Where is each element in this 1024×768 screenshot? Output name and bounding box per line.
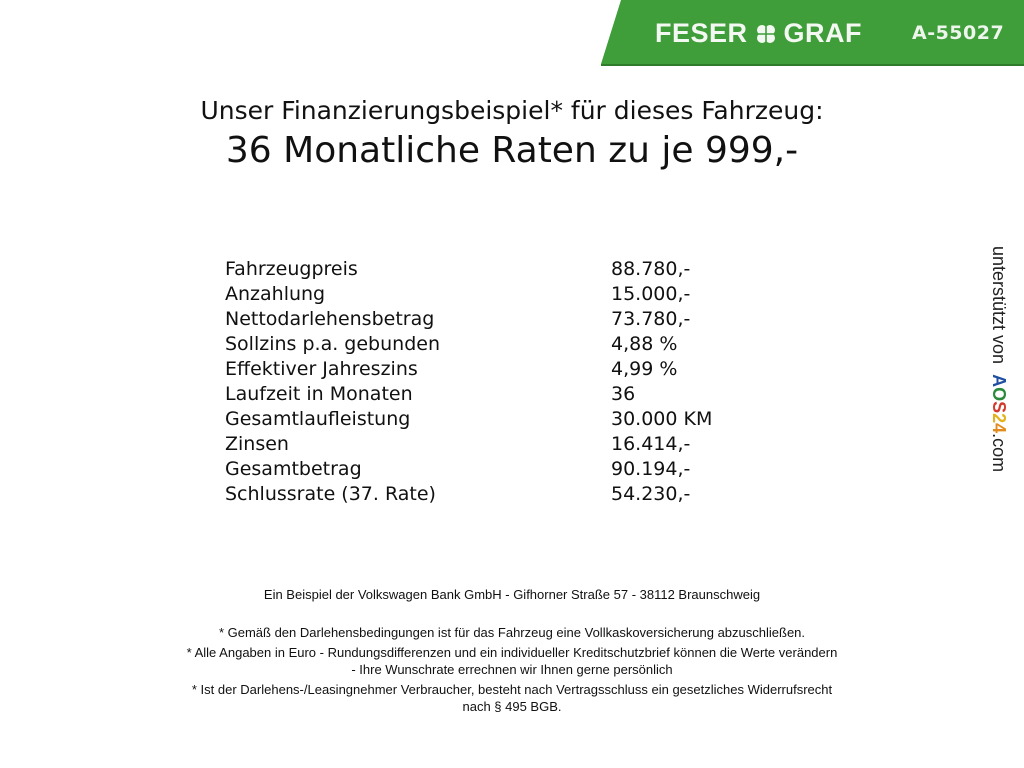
row-label: Gesamtlaufleistung [225,408,411,430]
table-row: Anzahlung 15.000,- [225,283,745,308]
row-value: 90.194,- [611,458,691,480]
table-row: Gesamtlaufleistung 30.000 KM [225,408,745,433]
row-value: 54.230,- [611,483,691,505]
brand-name-2: GRAF [783,18,863,48]
row-label: Sollzins p.a. gebunden [225,333,440,355]
note-1: * Gemäß den Darlehensbedingungen ist für… [218,625,806,640]
financing-table: Fahrzeugpreis 88.780,- Anzahlung 15.000,- Ne… [225,258,745,508]
row-value: 4,88 % [611,333,678,355]
table-row: Fahrzeugpreis 88.780,- [225,258,745,283]
row-value: 36 [611,383,636,405]
table-row: Zinsen 16.414,- [225,433,745,458]
title-line-2: 36 Monatliche Raten zu je 999,- [225,130,799,171]
row-value: 4,99 % [611,358,678,380]
note-3: - Ihre Wunschrate errechnen wir Ihnen ge… [351,662,673,677]
row-label: Fahrzeugpreis [225,258,358,280]
row-label: Gesamtbetrag [225,458,362,480]
row-value: 15.000,- [611,283,691,305]
row-label: Anzahlung [225,283,326,305]
row-value: 16.414,- [611,433,691,455]
note-5: nach § 495 BGB. [462,699,562,714]
vehicle-code: A-55027 [912,22,1005,44]
row-value: 73.780,- [611,308,691,330]
note-2: * Alle Angaben in Euro - Rundungsdiffere… [186,645,838,660]
row-label: Schlussrate (37. Rate) [225,483,436,505]
sponsor-note: unterstützt von AOS24.com [986,246,1012,526]
sponsor-suffix: .com [989,433,1009,473]
note-4: * Ist der Darlehens-/Leasingnehmer Verbr… [191,682,833,697]
brand-logo: FESER GRAF [655,18,862,49]
row-value: 88.780,- [611,258,691,280]
bank-note: Ein Beispiel der Volkswagen Bank GmbH - … [263,587,761,602]
row-value: 30.000 KM [611,408,713,430]
clover-icon [755,23,776,44]
table-row: Laufzeit in Monaten 36 [225,383,745,408]
aos24-logo: AOS24 [989,374,1009,434]
header-banner [601,0,1024,66]
table-row: Nettodarlehensbetrag 73.780,- [225,308,745,333]
title-line-1: Unser Finanzierungsbeispiel* für dieses … [200,96,824,125]
table-row: Effektiver Jahreszins 4,99 % [225,358,745,383]
sponsor-text: unterstützt von [989,246,1009,365]
table-row: Sollzins p.a. gebunden 4,88 % [225,333,745,358]
table-row: Gesamtbetrag 90.194,- [225,458,745,483]
row-label: Effektiver Jahreszins [225,358,418,380]
table-row: Schlussrate (37. Rate) 54.230,- [225,483,745,508]
row-label: Laufzeit in Monaten [225,383,413,405]
row-label: Zinsen [225,433,289,455]
brand-name-1: FESER [655,18,748,48]
row-label: Nettodarlehensbetrag [225,308,435,330]
